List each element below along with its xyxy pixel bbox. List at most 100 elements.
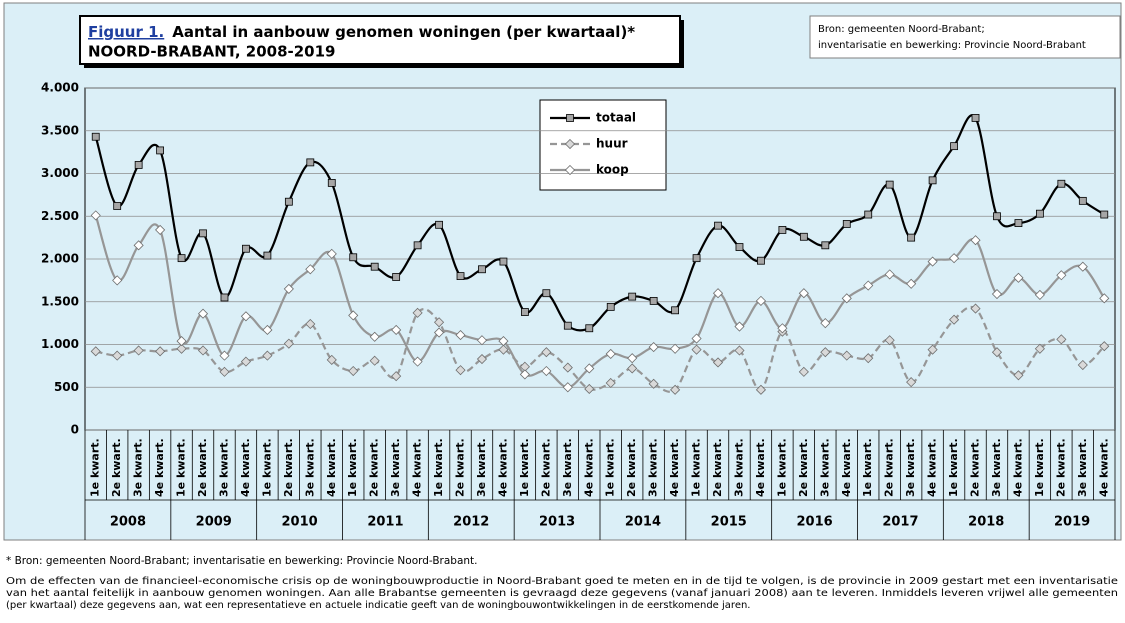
data-point (133, 345, 144, 356)
data-point (519, 369, 530, 380)
data-point (1056, 270, 1067, 281)
data-point (584, 383, 595, 395)
figure-label: Figuur 1. (88, 23, 164, 41)
data-point (1100, 210, 1109, 219)
data-point (392, 273, 401, 281)
data-point (648, 378, 659, 389)
data-point (798, 288, 809, 299)
data-point (305, 264, 316, 275)
data-point (91, 132, 100, 141)
x-tick-label: 4e kwart. (840, 438, 853, 497)
data-point (928, 176, 937, 185)
data-point (991, 288, 1003, 300)
data-point (177, 254, 186, 263)
data-point (391, 324, 402, 336)
y-tick-label: 4.000 (41, 81, 79, 95)
data-point (1099, 341, 1110, 352)
data-point (884, 335, 895, 346)
data-point (585, 324, 594, 333)
data-point (948, 314, 960, 325)
y-tick-label: 3.500 (41, 123, 79, 137)
x-tick-label: 4e kwart. (153, 438, 166, 497)
data-point (433, 327, 445, 338)
data-point (1035, 209, 1044, 218)
data-point (369, 355, 380, 366)
data-point (692, 254, 701, 263)
data-point (562, 382, 573, 393)
data-point (649, 296, 658, 305)
data-point (671, 306, 680, 315)
data-point (605, 348, 616, 359)
data-point (1034, 289, 1045, 300)
chart-subtitle: NOORD-BRABANT, 2008-2019 (88, 43, 336, 61)
data-point (950, 142, 958, 151)
data-point (284, 197, 293, 206)
x-tick-label: 4e kwart. (496, 438, 509, 497)
data-point (712, 357, 724, 368)
data-point (1056, 334, 1067, 345)
data-point (1077, 261, 1088, 272)
data-point (993, 212, 1001, 221)
x-tick-label: 4e kwart. (411, 438, 424, 497)
year-label: 2016 (796, 515, 832, 530)
data-point (112, 350, 123, 361)
year-label: 2008 (110, 515, 146, 530)
data-point (391, 371, 402, 382)
x-tick-label: 2e kwart. (711, 438, 724, 497)
data-point (691, 344, 702, 355)
x-tick-label: 4e kwart. (1097, 438, 1110, 497)
data-point (927, 256, 938, 267)
data-point (1077, 359, 1088, 371)
data-point (113, 202, 122, 210)
x-tick-label: 1e kwart. (604, 438, 617, 497)
title-box (79, 15, 681, 65)
x-tick-label: 3e kwart. (389, 438, 402, 497)
note-line: (per kwartaal) deze gegevens aan, wat ee… (6, 600, 750, 611)
legend-marker (566, 114, 574, 122)
data-point (498, 344, 509, 355)
y-tick-label: 1.500 (41, 294, 79, 308)
data-point (562, 362, 573, 373)
data-point (1013, 370, 1024, 381)
data-point (1078, 196, 1087, 205)
data-point (757, 256, 765, 265)
year-label: 2009 (196, 515, 232, 530)
x-tick-label: 1e kwart. (260, 438, 273, 497)
data-point (778, 226, 787, 234)
x-tick-label: 3e kwart. (561, 438, 574, 497)
data-point (156, 146, 165, 155)
data-point (90, 210, 101, 221)
x-tick-label: 1e kwart. (432, 438, 445, 497)
data-point (1057, 179, 1066, 188)
data-point (220, 293, 229, 302)
data-point (520, 308, 529, 316)
data-point (326, 248, 337, 259)
data-point (541, 365, 552, 377)
data-point (349, 253, 358, 262)
data-point (369, 331, 380, 342)
data-point (841, 350, 852, 361)
data-point (628, 292, 637, 301)
data-point (240, 311, 252, 322)
x-tick-label: 4e kwart. (582, 438, 595, 497)
data-point (242, 244, 250, 253)
data-point (499, 257, 508, 266)
x-tick-label: 3e kwart. (475, 438, 488, 497)
data-point (348, 365, 359, 377)
data-point (476, 335, 488, 346)
x-tick-label: 4e kwart. (239, 438, 252, 497)
data-point (433, 317, 445, 328)
x-tick-label: 3e kwart. (904, 438, 917, 497)
data-point (412, 307, 423, 318)
data-point (648, 341, 659, 353)
data-point (755, 384, 767, 395)
data-point (605, 377, 616, 389)
data-point (263, 251, 272, 260)
legend-marker (564, 138, 576, 150)
series-line (94, 114, 1105, 332)
x-tick-label: 1e kwart. (947, 438, 960, 497)
year-label: 2010 (281, 515, 317, 530)
data-point (884, 269, 895, 280)
data-point (799, 232, 808, 241)
data-point (927, 344, 938, 355)
